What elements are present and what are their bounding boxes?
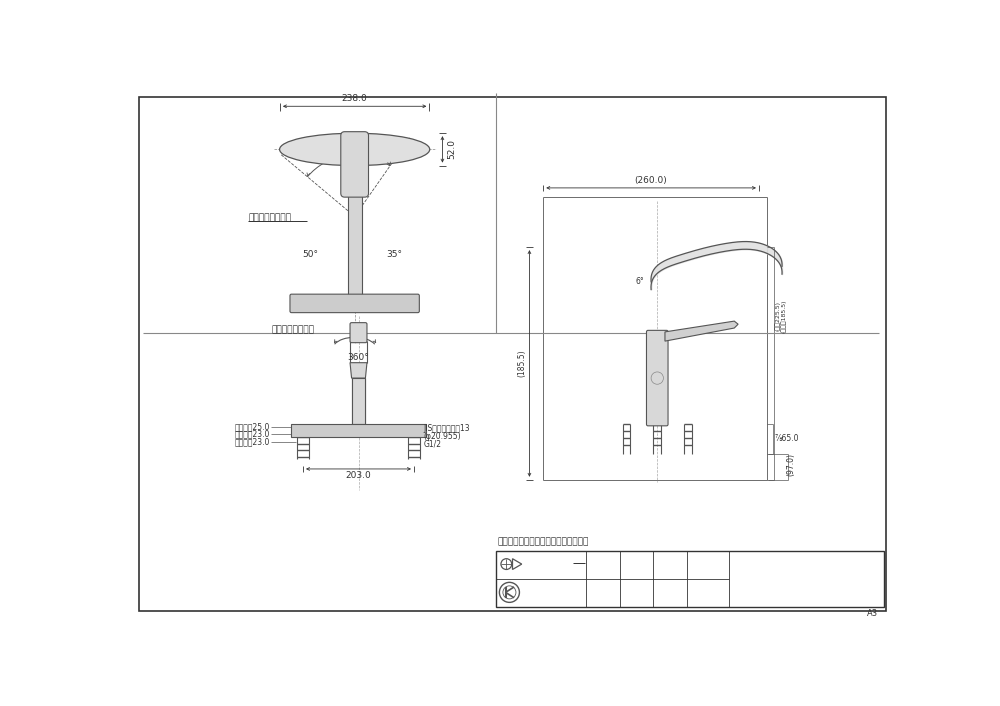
Text: (185.5): (185.5): [517, 349, 526, 377]
Text: 203.0: 203.0: [346, 472, 371, 480]
FancyBboxPatch shape: [341, 132, 369, 197]
Text: 単位mm: 単位mm: [532, 560, 559, 568]
Polygon shape: [350, 363, 367, 378]
Text: 六角対辺23.0: 六角対辺23.0: [235, 438, 270, 446]
FancyBboxPatch shape: [350, 323, 367, 342]
Text: 116-104: 116-104: [769, 558, 844, 576]
FancyBboxPatch shape: [646, 330, 668, 426]
Text: ⅞65.0: ⅞65.0: [774, 433, 799, 443]
Text: 尺度: 尺度: [566, 558, 574, 564]
Text: 大石: 大石: [598, 587, 608, 596]
Text: (260.0): (260.0): [635, 176, 667, 185]
Text: (97.0): (97.0): [787, 453, 796, 476]
Text: A3: A3: [867, 609, 878, 618]
Text: G1/2: G1/2: [423, 440, 441, 449]
Text: 4: 4: [576, 563, 583, 574]
Text: シングルレバー混合水栓（分水孔つき）: シングルレバー混合水栓（分水孔つき）: [758, 588, 855, 597]
Text: 検図: 検図: [632, 559, 641, 566]
Bar: [348, 193, 362, 297]
Text: 品名: 品名: [703, 588, 712, 594]
Bar: [291, 424, 426, 436]
Text: 製図: 製図: [599, 559, 607, 566]
Text: JIS給水機器取仕13: JIS給水機器取仕13: [423, 424, 470, 433]
Text: 50°: 50°: [302, 251, 318, 259]
Text: 238.0: 238.0: [342, 94, 368, 103]
FancyBboxPatch shape: [290, 294, 419, 313]
Text: 2013年01月15日　作成: 2013年01月15日 作成: [588, 597, 649, 604]
Text: 品番: 品番: [703, 561, 712, 567]
Text: スパウト回転角度: スパウト回転角度: [271, 325, 314, 334]
Bar: [496, 551, 884, 606]
Bar: [352, 378, 365, 424]
Text: 林: 林: [634, 587, 639, 596]
Ellipse shape: [280, 133, 430, 166]
Polygon shape: [665, 321, 738, 341]
Text: 六角対辺23.0: 六角対辺23.0: [235, 430, 270, 439]
Text: (内対辺185.5): (内対辺185.5): [781, 300, 786, 333]
Text: 52.0: 52.0: [447, 139, 456, 160]
Text: (参考225.5): (参考225.5): [775, 301, 780, 332]
Text: 6°: 6°: [636, 277, 645, 287]
Text: 35°: 35°: [387, 251, 403, 259]
Text: KAKUDAI: KAKUDAI: [520, 586, 575, 599]
Text: 承認: 承認: [666, 559, 674, 566]
Text: 1: 1: [573, 554, 579, 565]
Text: ハンドル回転角度: ハンドル回転角度: [248, 213, 291, 222]
Text: 六角対辺25.0: 六角対辺25.0: [235, 422, 270, 431]
Text: (φ20.955): (φ20.955): [423, 432, 461, 441]
Text: 360°: 360°: [348, 353, 369, 361]
Text: 桠田: 桠田: [665, 587, 675, 596]
Text: 注：（　）内寸法は参考寸法である。: 注：（ ）内寸法は参考寸法である。: [497, 537, 588, 546]
